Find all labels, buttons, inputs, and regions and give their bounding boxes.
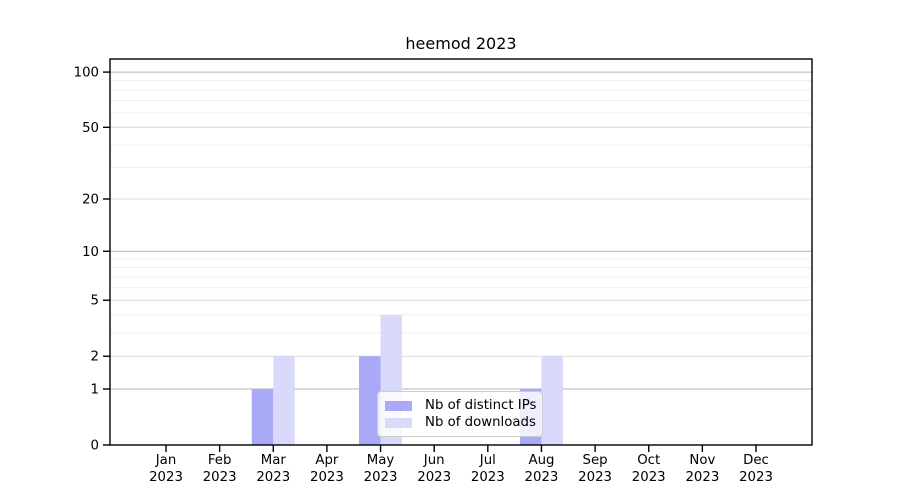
x-tick-label-month: Apr	[315, 453, 339, 468]
x-tick-label-year: 2023	[256, 470, 290, 485]
x-tick-label-year: 2023	[578, 470, 612, 485]
x-tick-label-month: Aug	[528, 453, 554, 468]
bar-downloads	[541, 356, 563, 445]
x-tick-label-month: May	[367, 453, 395, 468]
bar-downloads	[273, 356, 295, 445]
y-tick-label: 1	[91, 382, 99, 397]
legend-entry-distinct-ips: Nb of distinct IPs	[385, 397, 537, 414]
y-tick-label: 100	[74, 66, 99, 81]
y-tick-label: 50	[82, 121, 99, 136]
y-tick-label: 2	[91, 350, 99, 365]
x-tick-label-year: 2023	[203, 470, 237, 485]
x-tick-label-year: 2023	[739, 470, 773, 485]
x-tick-label-month: Feb	[208, 453, 232, 468]
legend-label-downloads: Nb of downloads	[425, 415, 536, 430]
legend-label-distinct-ips: Nb of distinct IPs	[425, 398, 537, 413]
legend-swatch-distinct-ips	[385, 400, 412, 411]
x-tick-label-month: Dec	[743, 453, 769, 468]
bar-distinct-ips	[251, 388, 274, 445]
x-tick-label-month: Oct	[637, 453, 660, 468]
legend: Nb of distinct IPs Nb of downloads	[377, 391, 543, 437]
y-tick-label: 0	[91, 439, 99, 454]
y-tick-label: 10	[82, 245, 99, 260]
x-tick-label-month: Jul	[479, 453, 496, 468]
x-tick-label-year: 2023	[632, 470, 666, 485]
x-tick-label-year: 2023	[417, 470, 451, 485]
chart-title: heemod 2023	[405, 34, 517, 53]
legend-swatch-downloads	[385, 417, 412, 428]
x-tick-label-month: Jun	[423, 453, 445, 468]
x-tick-label-year: 2023	[310, 470, 344, 485]
x-tick-label-month: Sep	[583, 453, 608, 468]
legend-entry-downloads: Nb of downloads	[385, 414, 536, 431]
x-tick-label-year: 2023	[149, 470, 183, 485]
bar-distinct-ips	[359, 356, 381, 445]
y-tick-label: 5	[91, 294, 99, 309]
x-tick-label-month: Mar	[261, 453, 287, 468]
x-tick-label-year: 2023	[364, 470, 398, 485]
x-tick-label-year: 2023	[471, 470, 505, 485]
x-tick-label-year: 2023	[525, 470, 559, 485]
y-tick-label: 20	[82, 193, 99, 208]
x-tick-label-month: Nov	[689, 453, 715, 468]
x-tick-label-year: 2023	[685, 470, 719, 485]
plot-border	[109, 58, 813, 446]
x-tick-label-month: Jan	[155, 453, 177, 468]
